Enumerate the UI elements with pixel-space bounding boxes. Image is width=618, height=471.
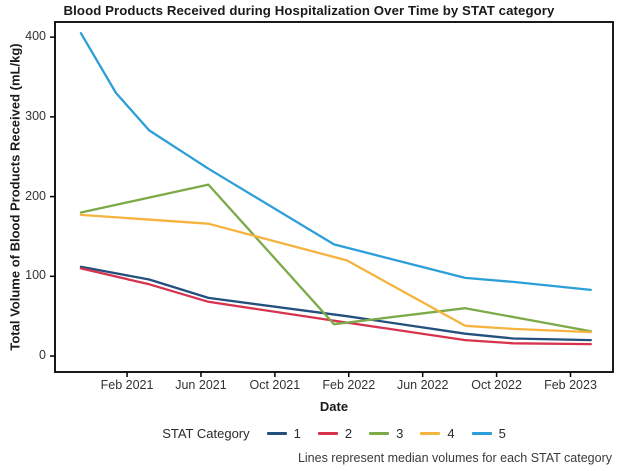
- series-line-5: [79, 32, 592, 292]
- legend-item-2: 2: [317, 425, 353, 441]
- legend-item-1: 1: [266, 425, 301, 441]
- legend-swatch-3: [369, 431, 390, 435]
- legend-label-5: 5: [498, 425, 506, 441]
- chart-title: Blood Products Received during Hospitali…: [63, 3, 555, 18]
- legend-item-3: 3: [369, 426, 403, 441]
- x-tick-label: Jun 2021: [175, 378, 227, 392]
- legend: STAT Category 1 2 3 4 5: [55, 424, 613, 442]
- legend-item-5: 5: [471, 425, 506, 441]
- legend-label-3: 3: [396, 425, 404, 441]
- legend-label-1: 1: [293, 425, 301, 441]
- legend-items: 1 2 3 4 5: [266, 425, 506, 441]
- legend-item-4: 4: [420, 425, 455, 441]
- figure-caption: Lines represent median volumes for each …: [297, 451, 612, 465]
- plot-border: [54, 21, 614, 373]
- legend-swatch-5: [471, 431, 492, 435]
- legend-swatch-2: [317, 431, 338, 435]
- y-tick-label: 0: [39, 348, 46, 363]
- series-line-2: [79, 267, 592, 346]
- y-tick-label: 400: [25, 29, 46, 44]
- x-tick-label: Jun 2022: [396, 378, 449, 392]
- legend-swatch-1: [266, 431, 287, 435]
- legend-title: STAT Category: [162, 425, 250, 441]
- x-axis-label: Date: [319, 399, 349, 414]
- x-tick-label: Feb 2023: [544, 378, 597, 392]
- y-tick-label: 300: [25, 108, 46, 123]
- legend-label-4: 4: [447, 425, 455, 441]
- legend-label-2: 2: [344, 425, 353, 441]
- x-axis-tick-labels: Feb 2021 Jun 2021 Oct 2021 Feb 2022 Jun 2022…: [0, 378, 618, 393]
- x-tick-label: Oct 2022: [471, 378, 522, 392]
- y-tick-label: 100: [25, 268, 46, 283]
- series-line-1: [79, 265, 592, 342]
- legend-swatch-4: [420, 431, 441, 435]
- x-tick-label: Feb 2022: [322, 378, 376, 392]
- x-tick-label: Oct 2021: [249, 378, 301, 392]
- y-tick-label: 200: [25, 188, 46, 203]
- x-tick-label: Feb 2021: [100, 378, 154, 392]
- series-line-3: [79, 183, 592, 333]
- series-line-4: [79, 213, 592, 334]
